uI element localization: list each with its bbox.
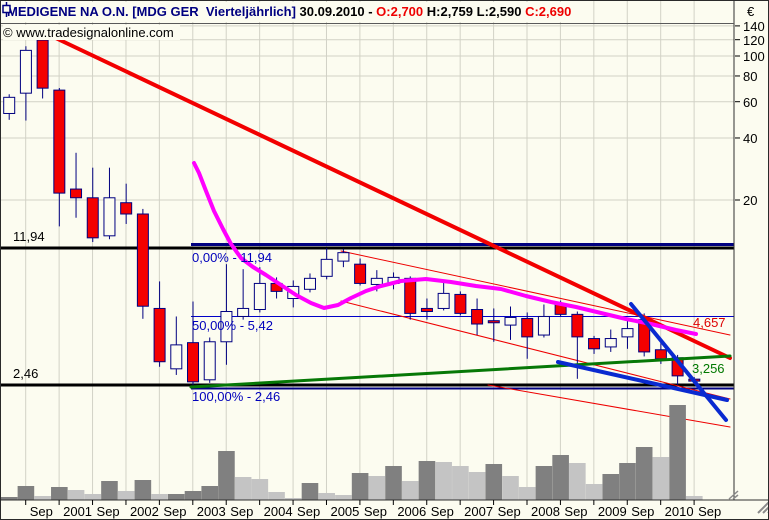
x-axis-label: 2009 (597, 504, 627, 519)
fib-50-label[interactable]: 50,00% - 5,42 (192, 318, 273, 333)
thin-red-channel-lower[interactable] (340, 300, 731, 400)
title-segment: C:2,690 (525, 4, 572, 19)
y-axis-label: 140 (743, 18, 765, 34)
thin-red-channel-upper[interactable] (340, 250, 731, 336)
currency-label: € (747, 4, 755, 19)
price-mark-3256-label[interactable]: 3,256 (692, 361, 725, 376)
x-axis-label: 2005 (330, 504, 360, 519)
x-axis-label: 2004 (263, 504, 293, 519)
fib-100-label[interactable]: 100,00% - 2,46 (192, 389, 281, 404)
resistance-level-label: 11,94 (13, 229, 45, 244)
x-axis-label: Sep (29, 504, 53, 519)
x-axis-label: Sep (363, 504, 388, 519)
y-axis-label: 80 (743, 68, 758, 84)
x-axis-label: 2001 (63, 504, 93, 519)
title-segment: H:2,759 (426, 4, 477, 19)
x-axis-label: 2007 (464, 504, 494, 519)
x-axis-label: Sep (497, 504, 521, 519)
x-axis-label: Sep (297, 504, 321, 519)
x-axis-label: 2008 (531, 504, 560, 519)
resize-grip-icon[interactable] (757, 501, 769, 514)
y-axis-label: 40 (743, 130, 758, 146)
title-segment: O:2,700 (376, 4, 427, 19)
volume-series (1, 405, 703, 500)
title-segment: 30.09.2010 - (299, 4, 377, 19)
chart-frame (1, 1, 768, 501)
x-axis-label: Sep (96, 504, 120, 519)
trendlines-over[interactable] (41, 30, 732, 422)
x-axis-label: Sep (631, 504, 655, 519)
price-mark-4657-label[interactable]: 4,657 (693, 315, 726, 330)
blue-flat-downtrend-line[interactable] (556, 360, 729, 402)
thin-red-channel-lower-2[interactable] (487, 384, 731, 428)
green-support-trendline[interactable] (189, 354, 732, 389)
title-segment: L:2,590 (476, 4, 526, 19)
x-axis-label: Sep (230, 504, 254, 519)
pane-grip-icon[interactable] (728, 490, 739, 500)
fib-0-label[interactable]: 0,00% - 11,94 (192, 250, 272, 265)
x-axis-label: 2002 (129, 504, 159, 519)
y-axis-label: 60 (743, 94, 758, 110)
candlestick-series (3, 35, 701, 385)
y-axis-label: 100 (743, 49, 765, 64)
x-axis-label: 2010 (664, 504, 694, 519)
chart-title-bar: MEDIGENE NA O.N. [MDG GER Vierteljährlic… (1, 1, 734, 24)
chart-title: MEDIGENE NA O.N. [MDG GER Vierteljährlic… (5, 2, 576, 22)
copyright-notice: © www.tradesignalonline.com (3, 25, 180, 40)
axis-ticks (25, 25, 740, 505)
y-axis-label: 20 (743, 192, 758, 208)
x-axis-label: Sep (564, 504, 588, 519)
x-axis-label: Sep (430, 504, 454, 519)
trendlines-under[interactable] (340, 250, 731, 428)
support-level-label: 2,46 (13, 366, 39, 381)
major-downtrend-line[interactable] (41, 30, 732, 360)
x-axis-label: Sep (163, 504, 187, 519)
x-axis-label: 2006 (397, 504, 427, 519)
blue-steep-downtrend-line[interactable] (629, 302, 728, 422)
moving-average-line[interactable] (192, 161, 698, 336)
title-segment: MEDIGENE NA O.N. [MDG GER Vierteljährlic… (7, 4, 300, 19)
price-level-lines[interactable] (1, 243, 734, 390)
y-axis-label: 120 (743, 32, 765, 48)
grid-lines (1, 1, 734, 500)
x-axis-label: Sep (698, 504, 722, 519)
x-axis-label: 2003 (196, 504, 226, 519)
